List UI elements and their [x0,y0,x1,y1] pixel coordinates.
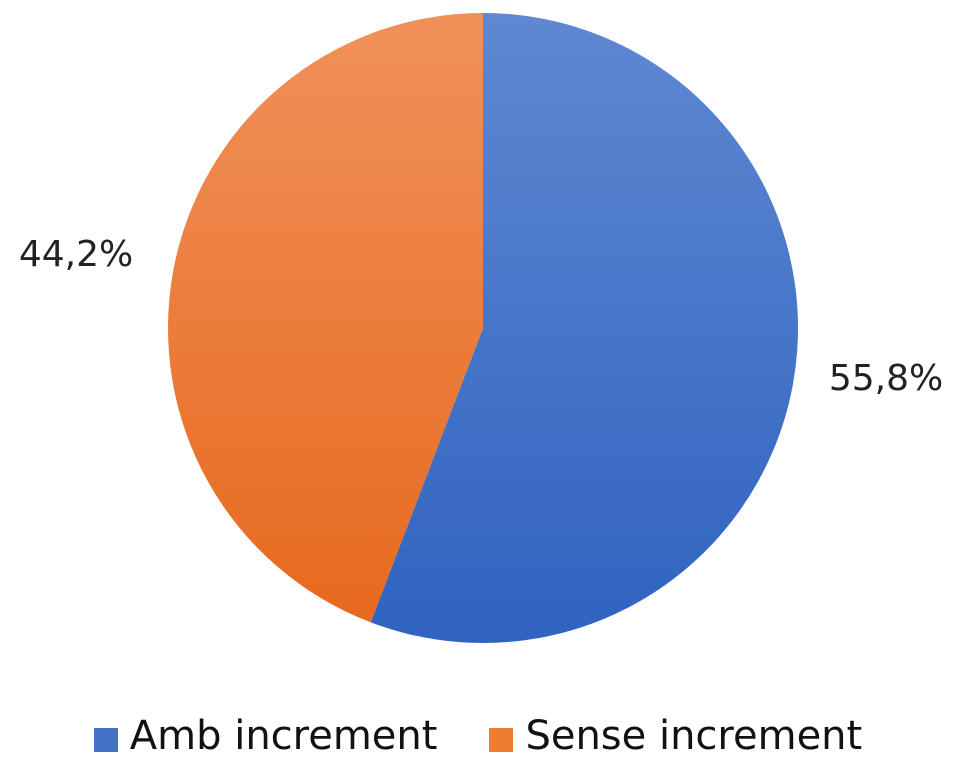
data-label-sense-increment: 44,2% [19,234,133,275]
legend: Amb increment Sense increment [0,712,956,759]
legend-label: Amb increment [129,713,438,759]
legend-swatch [489,728,514,752]
legend-item-sense-increment: Sense increment [489,713,862,759]
data-label-amb-increment: 55,8% [829,358,943,399]
pie-slice-amb-increment [370,13,798,643]
pie-data-labels: 55,8% 44,2% [19,234,943,399]
legend-label: Sense increment [525,713,863,759]
legend-item-amb-increment: Amb increment [93,713,438,759]
pie-slices [168,13,798,643]
legend-swatch [93,728,118,752]
pie-slice-sense-increment [168,13,483,623]
